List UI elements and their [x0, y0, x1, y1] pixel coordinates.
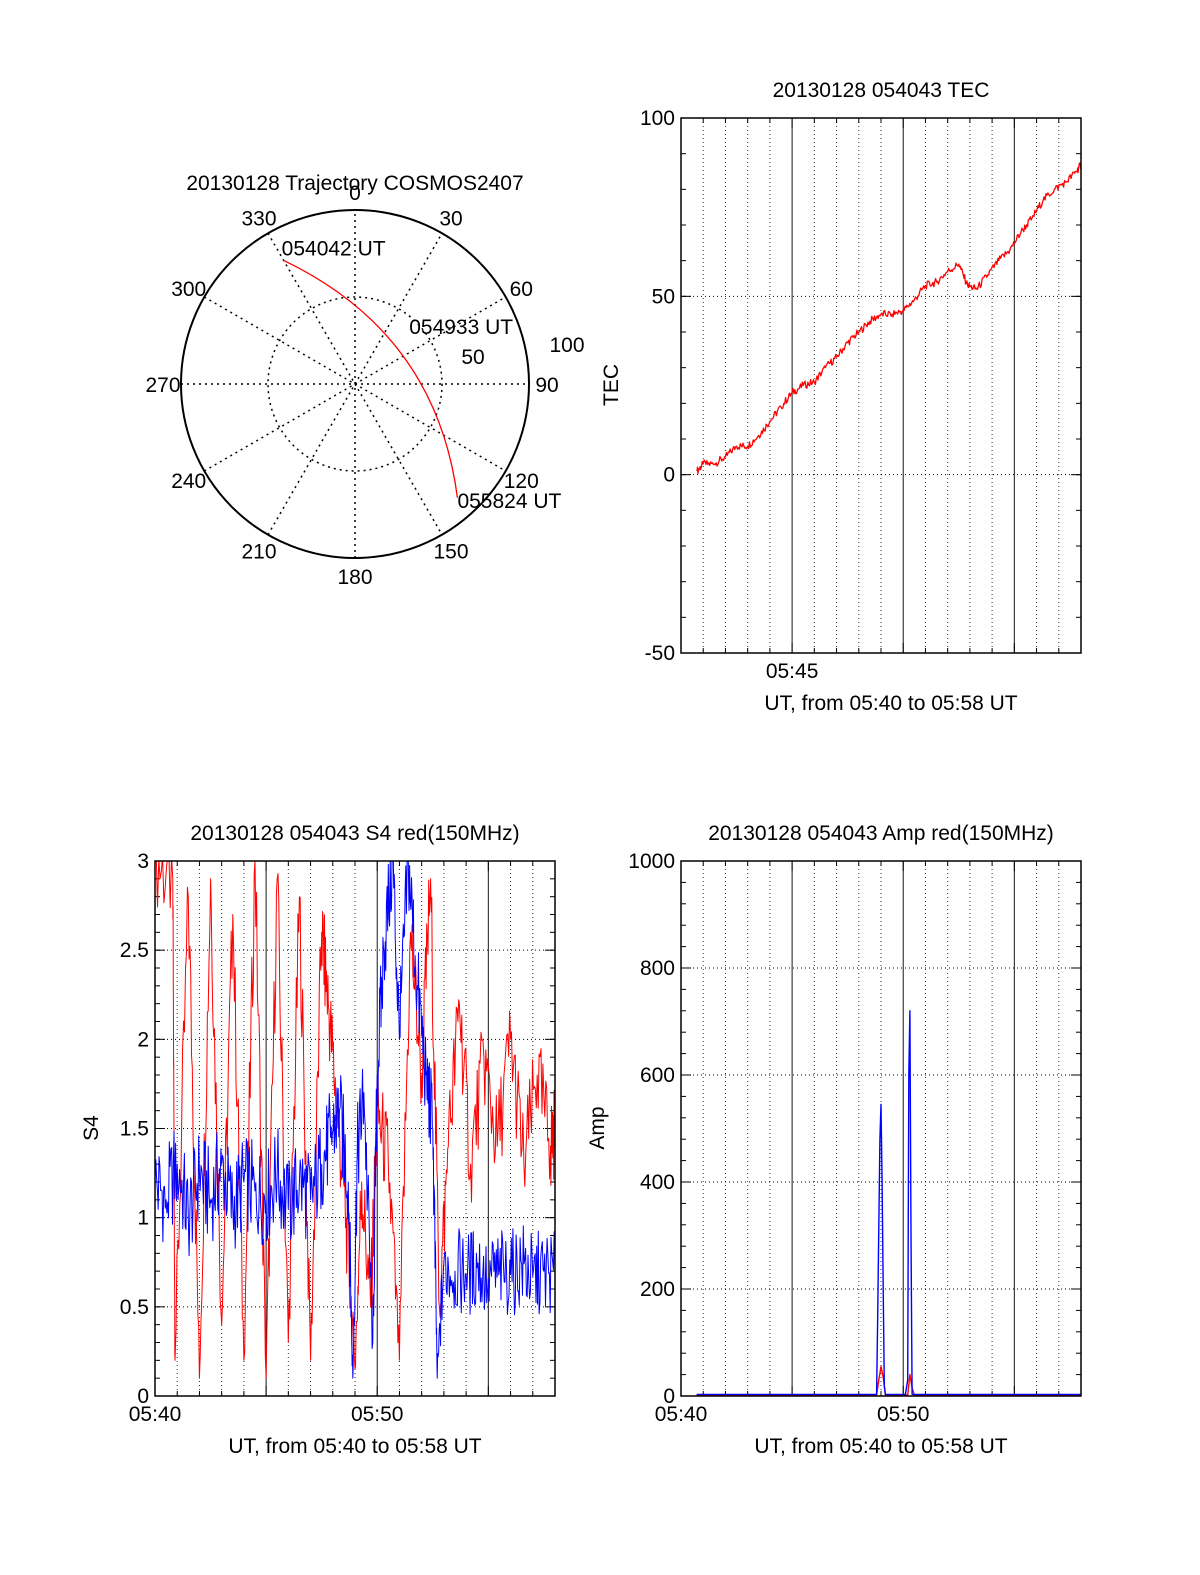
trajectory-angle-label: 60 [510, 278, 533, 301]
y-tick-label: 0 [663, 464, 675, 487]
x-tick-label: 05:40 [655, 1403, 708, 1426]
trajectory-angle-label: 240 [171, 470, 206, 493]
trajectory-grid [180, 209, 530, 559]
x-tick-label: 05:50 [351, 1403, 404, 1426]
red-series-line [696, 162, 1081, 475]
trajectory-angle-labels: 0 30 60 90 120 150 180 210 240 270 300 330 50 100 [145, 182, 584, 589]
trajectory-panel: 20130128 Trajectory COSMOS2407 0 30 60 90 12… [145, 172, 584, 589]
trajectory-track: 054042 UT 054933 UT 055824 UT [282, 237, 562, 512]
s4-ylabel: S4 [80, 1115, 103, 1141]
amp-plot-area: 0 200 400 600 800 1000 05:40 05:50 [628, 850, 1082, 1426]
trajectory-angle-label: 330 [241, 208, 276, 231]
trajectory-title: 20130128 Trajectory COSMOS2407 [186, 172, 523, 195]
blue-series-line [155, 861, 555, 1379]
trajectory-mid-label: 054933 UT [409, 316, 513, 339]
tec-panel: 20130128 054043 TEC UT, from 05:40 to 05… [600, 79, 1082, 715]
y-tick-label: 800 [640, 957, 675, 980]
amp-ylabel: Amp [586, 1106, 609, 1149]
series-group [696, 162, 1081, 475]
trajectory-angle-label: 270 [145, 374, 180, 397]
amp-xlabel: UT, from 05:40 to 05:58 UT [754, 1435, 1007, 1458]
y-tick-label: 1000 [628, 850, 675, 873]
tec-xlabel: UT, from 05:40 to 05:58 UT [764, 692, 1017, 715]
y-tick-label: 2.5 [120, 939, 149, 962]
amp-panel: 20130128 054043 Amp red(150MHz) UT, from… [586, 822, 1082, 1458]
trajectory-angle-label: 300 [171, 278, 206, 301]
tec-plot-area: -50 0 50 100 05:45 [640, 107, 1082, 683]
y-tick-label: -50 [645, 642, 675, 665]
y-tick-label: 1 [137, 1207, 149, 1230]
trajectory-angle-label: 210 [241, 540, 276, 563]
y-tick-label: 2 [137, 1028, 149, 1051]
trajectory-angle-label: 180 [337, 566, 372, 589]
trajectory-angle-label: 90 [535, 374, 558, 397]
trajectory-angle-label: 30 [439, 208, 462, 231]
x-tick-label: 05:50 [877, 1403, 930, 1426]
trajectory-radius-label: 100 [549, 334, 584, 357]
s4-title: 20130128 054043 S4 red(150MHz) [190, 822, 519, 845]
trajectory-angle-label: 150 [433, 540, 468, 563]
trajectory-inner-ring [267, 296, 443, 472]
trajectory-angle-label: 0 [349, 182, 361, 205]
plot-frame [154, 860, 556, 1397]
trajectory-angle-label: 120 [504, 470, 539, 493]
y-tick-label: 50 [652, 285, 675, 308]
tec-title: 20130128 054043 TEC [773, 79, 990, 102]
s4-panel: 20130128 054043 S4 red(150MHz) UT, from … [80, 822, 556, 1458]
trajectory-end-label: 055824 UT [457, 490, 561, 513]
trajectory-spoke [267, 232, 443, 536]
x-tick-label: 05:40 [129, 1403, 182, 1426]
plot-frame [680, 860, 1082, 1397]
tec-ylabel: TEC [600, 364, 623, 406]
y-tick-label: 0 [137, 1385, 149, 1408]
y-tick-label: 200 [640, 1278, 675, 1301]
trajectory-start-label: 054042 UT [282, 237, 386, 260]
y-tick-label: 0.5 [120, 1296, 149, 1319]
y-tick-label: 0 [663, 1385, 675, 1408]
y-tick-label: 600 [640, 1064, 675, 1087]
s4-xlabel: UT, from 05:40 to 05:58 UT [228, 1435, 481, 1458]
trajectory-path [283, 259, 459, 498]
series-group [696, 1010, 1081, 1396]
s4-plot-area: 0 0.5 1 1.5 2 2.5 3 05:40 05:50 [120, 850, 556, 1426]
series-group [155, 861, 555, 1379]
amp-title: 20130128 054043 Amp red(150MHz) [708, 822, 1054, 845]
plot-frame [680, 117, 1082, 654]
y-tick-label: 1.5 [120, 1118, 149, 1141]
y-tick-label: 400 [640, 1171, 675, 1194]
y-tick-label: 3 [137, 850, 149, 873]
red-series-line [155, 861, 555, 1379]
y-tick-label: 100 [640, 107, 675, 130]
trajectory-radius-label: 50 [461, 346, 484, 369]
blue-series-line [696, 1010, 1081, 1396]
red-series-line [696, 1365, 1081, 1396]
x-tick-label: 05:45 [766, 660, 819, 683]
